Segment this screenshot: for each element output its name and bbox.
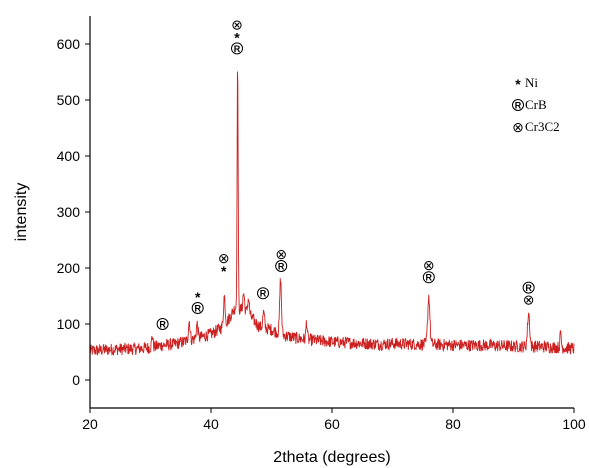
plot-area [89,71,575,356]
x-tick-label: 100 [562,416,586,432]
cr3c2-marker: ⊗ [218,250,230,266]
y-tick-label: 200 [57,260,81,276]
peak-annotations: R*R⊗*⊗*RR⊗R ⊗RR⊗ [156,16,535,330]
crb-marker-circle [422,271,435,284]
y-tick-label: 0 [72,372,80,388]
crb-marker: R [257,287,270,300]
crb-marker-circle [191,302,204,314]
legend-entry: * Ni [515,75,538,92]
crb-marker-letter: R [260,289,267,299]
peak-annotation: ⊗R [422,257,435,284]
cr3c2-marker: ⊗ [523,292,535,308]
peak-annotation: *R [191,289,204,314]
crb-marker-circle [257,287,270,300]
cr3c2-marker: ⊗ [231,16,243,32]
crb-marker-letter: R [278,262,285,272]
crb-marker: R [522,281,535,294]
crb-marker: R [156,318,169,330]
crb-marker: R [191,302,204,314]
crb-marker-circle [156,318,169,330]
legend-label: Ni [525,75,538,90]
peak-annotation: ⊗* [218,250,230,279]
x-tick-label: 20 [82,416,98,432]
legend-label: CrB [525,97,547,112]
cr3c2-marker: ⊗ [512,119,524,135]
legend-label: Cr3C2 [525,119,560,134]
peak-annotation: ⊗*R [231,16,244,55]
x-ticks: 20 40 60 80 100 [82,408,586,432]
crb-marker-letter: R [159,320,166,330]
crb-marker-letter: R [525,283,532,293]
ni-marker: * [234,29,240,45]
crb-marker-circle [522,281,535,294]
y-tick-label: 100 [57,316,81,332]
x-axis-title: 2theta (degrees) [273,449,390,466]
y-tick-label: 600 [57,36,81,52]
xrd-series-line [89,71,575,356]
crb-marker: R [275,260,288,272]
y-ticks: 0 100 200 300 400 500 600 [57,36,90,388]
peak-annotation: R [156,318,169,330]
crb-marker-circle [512,99,524,111]
crb-marker-letter: R [234,44,241,54]
ni-marker: * [221,263,227,279]
crb-marker-circle [275,260,288,272]
crb-marker-circle [231,42,244,55]
y-tick-label: 300 [57,204,81,220]
crb-marker: R [422,271,435,284]
x-tick-label: 80 [445,416,461,432]
cr3c2-marker: ⊗ [423,257,435,273]
crb-marker: R [512,99,524,111]
peak-annotation: R [257,287,270,300]
y-tick-label: 500 [57,92,81,108]
peak-annotation: R⊗ [522,281,535,308]
crb-marker-letter: R [515,101,522,111]
crb-marker-letter: R [426,273,433,283]
x-tick-label: 60 [324,416,340,432]
ni-marker: * [195,289,201,305]
peak-annotation: ⊗R [275,246,288,272]
y-tick-label: 400 [57,148,81,164]
x-tick-label: 40 [203,416,219,432]
ni-marker: * [515,76,521,92]
crb-marker: R [231,42,244,55]
legend: * NiR CrB⊗ Cr3C2 [512,75,560,135]
legend-entry: R CrB [512,97,547,112]
crb-marker-letter: R [194,304,201,314]
legend-entry: ⊗ Cr3C2 [512,119,560,135]
cr3c2-marker: ⊗ [275,246,287,262]
y-axis-title: intensity [13,183,30,242]
